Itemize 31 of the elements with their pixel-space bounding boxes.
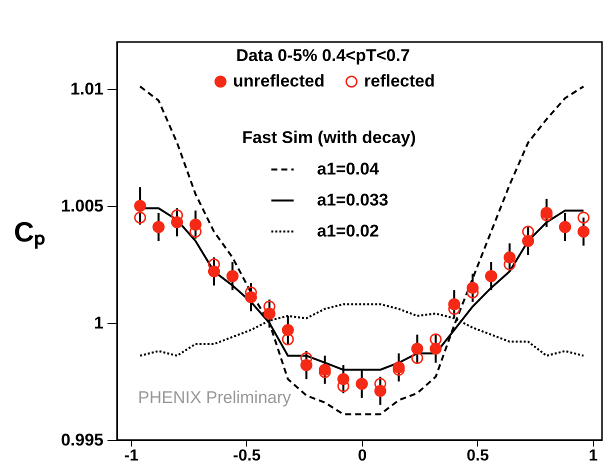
x-tick-label: 0.5: [466, 448, 490, 464]
legend-label: a1=0.033: [317, 190, 388, 210]
point: [522, 226, 534, 238]
x-tick-label: 1: [588, 448, 598, 464]
annotation: PHENIX Preliminary: [138, 388, 292, 407]
point: [522, 235, 534, 247]
x-tick-label: -1: [124, 448, 139, 464]
y-tick-label: 1.005: [60, 196, 104, 216]
legend-label: a1=0.02: [317, 222, 379, 240]
point: [411, 352, 424, 364]
y-tick-label: 1.01: [70, 79, 104, 98]
point: [282, 333, 294, 346]
point: [430, 333, 442, 346]
point: [430, 342, 442, 355]
legend-label: a1=0.04: [317, 160, 380, 178]
point: [134, 212, 146, 224]
annotation: Fast Sim (with decay): [242, 128, 416, 147]
point: [282, 324, 294, 336]
point: [578, 226, 590, 238]
point: [578, 212, 590, 224]
y-tick-label: 1: [94, 313, 104, 332]
y-tick-label: 0.995: [60, 430, 104, 450]
x-tick-label: 0: [358, 448, 367, 464]
line-series: [139, 85, 585, 416]
legend-title: Data 0-5% 0.4<pT<0.7: [236, 46, 410, 65]
legend-label: reflected: [364, 72, 435, 91]
point: [411, 342, 424, 355]
point: [134, 200, 146, 212]
x-tick-label: -0.5: [233, 448, 261, 464]
legend-label: unreflected: [233, 72, 325, 91]
y-axis-title: Cₚ: [14, 216, 46, 250]
